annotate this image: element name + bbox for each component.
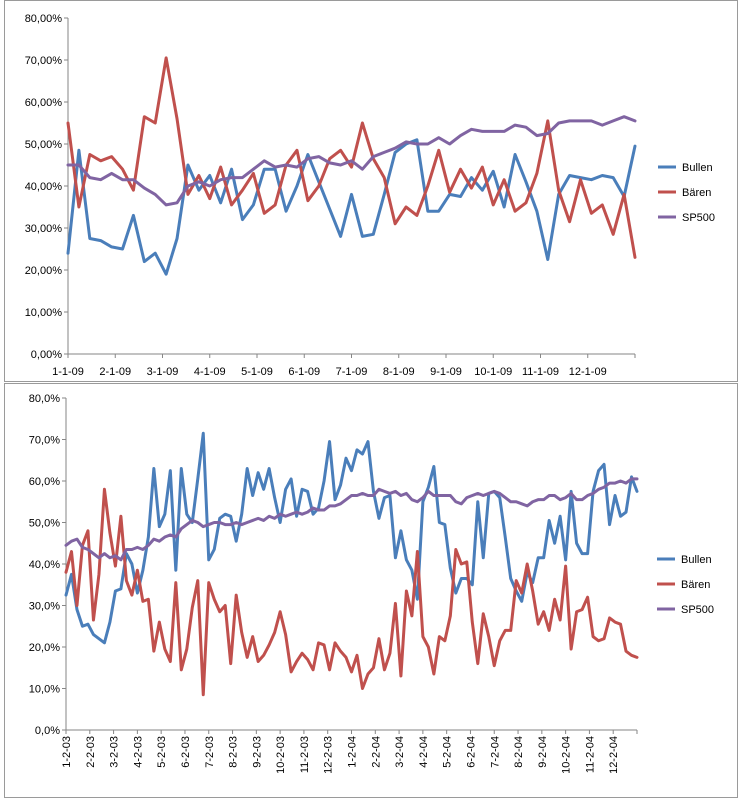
- x-tick-label: 12-2-03: [323, 736, 335, 774]
- y-tick-label: 80,0%: [29, 393, 60, 405]
- y-tick-label: 80,00%: [25, 13, 63, 25]
- x-tick-label: 6-2-04: [465, 736, 477, 768]
- line-chart-2003-2004: 0,0% 10,0% 20,0% 30,0% 40,0% 50,0% 60,0% 70,0% 8…: [29, 393, 714, 774]
- x-tick-label: 2-1-09: [99, 366, 131, 378]
- x-tick-label: 1-2-04: [347, 736, 359, 768]
- legend-label: Bullen: [682, 162, 713, 174]
- x-tick-label: 5-2-04: [442, 736, 454, 768]
- x-tick-label: 8-1-09: [383, 366, 415, 378]
- y-tick-label: 30,00%: [25, 223, 63, 235]
- chart-panel-2003-2004: 0,0% 10,0% 20,0% 30,0% 40,0% 50,0% 60,0% 70,0% 8…: [4, 383, 738, 798]
- x-tick-label: 12-2-04: [608, 736, 620, 774]
- y-tick-label: 40,00%: [25, 181, 63, 193]
- x-tick-label: 8-2-04: [513, 736, 525, 768]
- legend: Bullen Bären SP500: [657, 554, 714, 616]
- x-tick-label: 2-2-04: [370, 736, 382, 768]
- x-tick-label: 5-1-09: [241, 366, 273, 378]
- x-tick-label: 12-1-09: [569, 366, 607, 378]
- series-line-bren: [64, 487, 639, 697]
- x-tick-label: 4-1-09: [194, 366, 226, 378]
- series-line-bullen: [66, 138, 637, 276]
- series-line-sp500: [66, 115, 637, 207]
- y-tick-label: 50,00%: [25, 139, 63, 151]
- x-tick-label: 9-2-03: [251, 736, 263, 768]
- x-tick-label: 10-2-04: [561, 736, 573, 774]
- x-tick-label: 11-1-09: [522, 366, 559, 378]
- legend-label: Bären: [682, 187, 711, 199]
- legend-label: SP500: [682, 212, 715, 224]
- legend-label: Bullen: [681, 554, 712, 566]
- x-tick-label: 11-2-03: [299, 736, 311, 773]
- y-tick-label: 70,0%: [29, 435, 60, 447]
- legend-label: SP500: [681, 604, 714, 616]
- y-tick-label: 10,0%: [29, 684, 60, 696]
- x-tick-label: 7-2-03: [204, 736, 216, 768]
- x-tick-label: 1-1-09: [52, 366, 84, 378]
- x-tick-label: 1-2-03: [61, 736, 73, 768]
- x-tick-label: 7-2-04: [489, 736, 501, 768]
- y-tick-label: 0,0%: [35, 725, 60, 737]
- x-tick-label: 2-2-03: [85, 736, 97, 768]
- legend-label: Bären: [681, 579, 710, 591]
- y-tick-label: 20,00%: [25, 265, 63, 277]
- x-tick-label: 4-2-03: [132, 736, 144, 768]
- legend: Bullen Bären SP500: [658, 162, 715, 224]
- x-tick-label: 6-1-09: [288, 366, 320, 378]
- x-tick-label: 10-1-09: [474, 366, 512, 378]
- x-tick-label: 10-2-03: [275, 736, 287, 774]
- chart-panel-2009: 0,00% 10,00% 20,00% 30,00% 40,00% 50,00% 60,00…: [4, 0, 738, 382]
- series-line-bullen: [64, 431, 639, 645]
- x-tick-label: 9-2-04: [537, 736, 549, 768]
- y-tick-label: 60,00%: [25, 97, 63, 109]
- x-tick-label: 8-2-03: [228, 736, 240, 768]
- x-tick-label: 6-2-03: [180, 736, 192, 768]
- x-tick-label: 11-2-04: [584, 736, 596, 773]
- y-tick-label: 30,0%: [29, 601, 60, 613]
- y-tick-label: 20,0%: [29, 642, 60, 654]
- x-tick-label: 7-1-09: [336, 366, 368, 378]
- x-tick-label: 3-1-09: [147, 366, 179, 378]
- x-tick-label: 9-1-09: [430, 366, 462, 378]
- y-tick-label: 50,0%: [29, 518, 60, 530]
- series-line-sp500: [64, 477, 639, 562]
- x-tick-label: 3-2-03: [109, 736, 121, 768]
- x-tick-label: 5-2-03: [156, 736, 168, 768]
- y-tick-label: 0,00%: [31, 349, 62, 361]
- x-tick-label: 3-2-04: [394, 736, 406, 768]
- x-tick-label: 4-2-04: [418, 736, 430, 768]
- y-tick-label: 40,0%: [29, 559, 60, 571]
- y-tick-label: 10,00%: [25, 307, 63, 319]
- y-tick-label: 70,00%: [25, 55, 63, 67]
- line-chart-2009: 0,00% 10,00% 20,00% 30,00% 40,00% 50,00% 60,00…: [25, 13, 715, 378]
- y-tick-label: 60,0%: [29, 476, 60, 488]
- series-line-bren: [66, 56, 637, 259]
